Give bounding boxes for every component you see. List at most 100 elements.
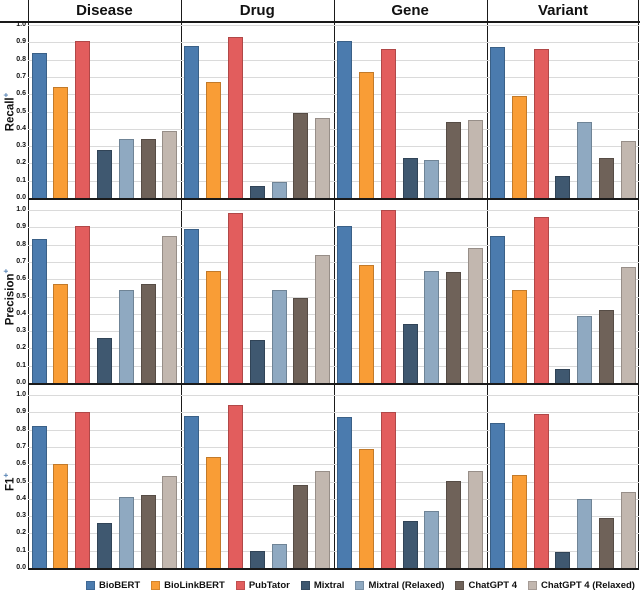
legend-label: ChatGPT 4 (Relaxed) xyxy=(541,579,635,591)
bar-mixtral xyxy=(249,186,265,198)
bar-chatgpt-4 xyxy=(293,485,309,568)
subplot-recall-gene xyxy=(334,25,485,198)
y-tick-label: 0.5 xyxy=(16,107,26,115)
y-tick-label: 0.6 xyxy=(16,275,26,283)
bar-chatgpt-4-relaxed- xyxy=(315,118,331,198)
column-header-drug: Drug xyxy=(239,2,275,19)
bar-biolinkbert xyxy=(511,475,527,568)
bar-biobert xyxy=(184,46,200,198)
bar-biobert xyxy=(31,53,47,198)
bar-biolinkbert xyxy=(359,265,375,383)
bar-chatgpt-4 xyxy=(446,122,462,198)
y-tick-label: 0.3 xyxy=(16,327,26,335)
legend-item-biolinkbert: BioLinkBERT xyxy=(151,580,225,591)
y-tick-label: 0.4 xyxy=(16,494,26,502)
bar-mixtral xyxy=(96,150,112,198)
bar-chatgpt-4-relaxed- xyxy=(315,471,331,568)
y-tick-label: 0.0 xyxy=(16,379,26,386)
legend-swatch xyxy=(86,580,95,590)
y-tick-label: 0.8 xyxy=(16,55,26,63)
bar-biobert xyxy=(337,226,353,383)
gridline xyxy=(28,180,640,182)
bar-mixtral-relaxed- xyxy=(118,139,134,198)
bar-chatgpt-4-relaxed- xyxy=(620,141,636,198)
bar-biolinkbert xyxy=(511,96,527,198)
gridline xyxy=(28,412,640,414)
bar-mixtral-relaxed- xyxy=(118,290,134,383)
column-header-variant: Variant xyxy=(537,2,588,19)
row-title-f1: F1+ xyxy=(1,395,16,568)
bar-chatgpt-4-relaxed- xyxy=(162,131,178,198)
y-tick-label: 0.2 xyxy=(16,344,26,352)
bar-biolinkbert xyxy=(53,464,69,568)
bar-mixtral-relaxed- xyxy=(271,290,287,383)
bar-mixtral xyxy=(555,552,571,568)
gridline xyxy=(28,365,640,367)
bar-chatgpt-4 xyxy=(446,272,462,383)
row-title-footnote-mark: + xyxy=(1,268,10,273)
y-tick-label: 0.3 xyxy=(16,142,26,150)
legend-label: Mixtral xyxy=(313,579,345,591)
y-tick-label: 0.0 xyxy=(16,194,26,201)
bar-mixtral-relaxed- xyxy=(271,182,287,198)
subplot-recall-disease xyxy=(29,25,180,198)
y-tick-label: 0.2 xyxy=(16,529,26,537)
bar-biolinkbert xyxy=(511,290,527,383)
bar-pubtator xyxy=(533,49,549,198)
column-divider xyxy=(486,0,488,570)
legend-swatch xyxy=(300,580,310,590)
subplot-f1-gene xyxy=(334,395,485,568)
y-tick-label: 0.6 xyxy=(16,90,26,98)
bar-pubtator xyxy=(380,49,396,198)
bar-biolinkbert xyxy=(206,271,222,383)
legend-swatch xyxy=(151,580,161,590)
bar-pubtator xyxy=(75,41,91,198)
y-tick-label: 0.5 xyxy=(16,477,26,485)
header-rule xyxy=(0,21,640,24)
bar-chatgpt-4 xyxy=(446,481,462,568)
bar-biolinkbert xyxy=(359,72,375,198)
gridline xyxy=(28,550,640,552)
legend-item-pubtator: PubTator xyxy=(235,580,290,591)
legend-item-chatgpt-4: ChatGPT 4 xyxy=(455,580,517,591)
bar-biolinkbert xyxy=(53,284,69,383)
bar-pubtator xyxy=(380,210,396,383)
bar-pubtator xyxy=(227,37,243,198)
y-tick-label: 0.4 xyxy=(16,124,26,132)
y-tick-label: 0.5 xyxy=(16,292,26,300)
bar-chatgpt-4 xyxy=(293,298,309,383)
y-tick-label: 0.7 xyxy=(16,72,26,80)
column-divider xyxy=(638,0,640,570)
y-tick-label: 0.0 xyxy=(16,564,26,571)
row-title-text: Precision xyxy=(3,272,16,325)
gridline xyxy=(28,533,640,535)
subplot-precision-drug xyxy=(182,210,333,383)
bar-chatgpt-4 xyxy=(599,310,615,383)
gridline xyxy=(28,446,640,448)
legend-label: BioBERT xyxy=(99,579,141,591)
gridline xyxy=(28,210,640,211)
bar-chatgpt-4-relaxed- xyxy=(162,236,178,383)
bar-mixtral-relaxed- xyxy=(424,160,440,198)
bar-biolinkbert xyxy=(206,457,222,568)
gridline xyxy=(28,395,640,396)
bar-chatgpt-4 xyxy=(140,284,156,383)
bar-mixtral xyxy=(402,324,418,383)
bar-biobert xyxy=(31,239,47,383)
subplot-f1-drug xyxy=(182,395,333,568)
gridline xyxy=(28,429,640,431)
gridline xyxy=(28,261,640,263)
bar-mixtral-relaxed- xyxy=(424,511,440,568)
legend-label: ChatGPT 4 xyxy=(468,579,518,591)
bar-mixtral xyxy=(555,176,571,198)
legend-swatch xyxy=(455,580,465,590)
y-tick-label: 0.7 xyxy=(16,442,26,450)
bar-biolinkbert xyxy=(206,82,222,198)
bar-pubtator xyxy=(75,412,91,568)
y-tick-label: 1.0 xyxy=(16,206,26,213)
x-axis-line xyxy=(28,198,640,201)
gridline xyxy=(28,348,640,350)
legend-swatch xyxy=(235,580,245,590)
bar-biobert xyxy=(184,416,200,568)
